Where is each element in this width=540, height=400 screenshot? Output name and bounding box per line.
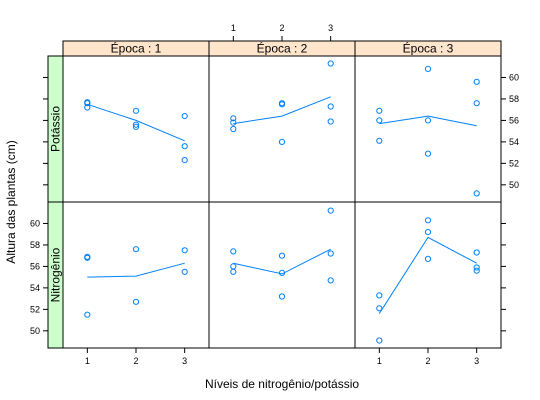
panel-2-1 <box>62 201 210 349</box>
data-point <box>84 104 91 111</box>
y-tick-label-left: 56 <box>30 261 40 271</box>
x-tick-label: 3 <box>182 356 187 366</box>
data-point <box>230 263 237 270</box>
data-point <box>181 268 188 275</box>
data-point <box>424 255 432 262</box>
data-point <box>424 117 432 124</box>
y-axis-title: Altura das plantas (cm) <box>4 140 18 263</box>
x-tick-label: 2 <box>133 356 138 366</box>
y-tick-label-right: 58 <box>509 94 519 104</box>
data-point <box>473 100 480 107</box>
x-tick-label-top: 2 <box>279 23 284 33</box>
data-point <box>181 143 188 150</box>
x-tick-label: 1 <box>377 356 382 366</box>
data-point <box>230 115 237 122</box>
y-tick-label-left: 58 <box>30 240 40 250</box>
panel-1-1 <box>62 55 210 203</box>
data-point <box>424 217 432 224</box>
data-point <box>84 311 91 318</box>
y-tick-label-left: 60 <box>30 218 40 228</box>
data-point <box>132 121 140 128</box>
data-point <box>327 277 334 284</box>
panel-2-3 <box>354 201 502 349</box>
data-point <box>230 248 237 255</box>
data-point <box>132 246 140 253</box>
data-point <box>473 190 480 197</box>
data-point <box>473 78 480 85</box>
mean-line <box>87 103 185 142</box>
strips-layer: Época : 1 Época : 2 Época : 3 Potássio Nitro… <box>47 40 502 349</box>
data-point <box>181 113 188 120</box>
strip-top-label-3: Época : 3 <box>403 41 454 56</box>
x-axis-title: Níveis de nitrogênio/potássio <box>205 377 359 391</box>
panel-border <box>62 55 210 203</box>
data-point <box>132 123 140 131</box>
mean-line <box>87 262 185 278</box>
axes-layer: 1 1 1 2 2 2 3 3 3 50 52 54 56 58 60 50 52 54 56 58 60 <box>30 23 519 366</box>
strip-left-label-1: Potássio <box>49 106 63 152</box>
data-point <box>327 250 334 257</box>
y-tick-label-right: 54 <box>509 137 519 147</box>
data-point <box>132 107 140 114</box>
data-point <box>424 229 432 236</box>
data-point <box>473 267 480 274</box>
panel-2-2 <box>208 201 356 349</box>
y-tick-label-right: 60 <box>509 72 519 82</box>
data-point <box>424 150 432 157</box>
data-point <box>376 305 383 312</box>
y-tick-label-left: 50 <box>30 326 40 336</box>
mean-line <box>233 248 331 275</box>
data-point <box>278 293 286 300</box>
data-point <box>376 107 383 114</box>
y-tick-label-left: 54 <box>30 283 40 293</box>
y-tick-label-left: 52 <box>30 304 40 314</box>
strip-top-label-2: Época : 2 <box>257 41 308 56</box>
data-point <box>278 269 286 276</box>
data-point <box>84 100 91 107</box>
x-tick-label: 3 <box>474 356 479 366</box>
y-tick-label-right: 50 <box>509 180 519 190</box>
data-point <box>278 252 286 259</box>
x-tick-label-top: 1 <box>231 23 236 33</box>
panels-layer <box>62 55 502 349</box>
data-point <box>230 125 237 133</box>
panel-border <box>354 201 502 349</box>
data-point <box>84 254 91 261</box>
data-point <box>327 103 334 110</box>
data-point <box>376 292 383 299</box>
panel-1-3 <box>354 55 502 203</box>
data-point <box>473 264 480 271</box>
data-point <box>473 249 480 256</box>
data-point <box>278 101 286 108</box>
data-point <box>424 65 432 73</box>
data-point <box>327 60 334 67</box>
data-point <box>230 268 237 275</box>
strip-left-label-2: Nitrogênio <box>49 247 63 302</box>
data-point <box>327 207 334 214</box>
x-tick-label: 2 <box>425 356 430 366</box>
data-point <box>181 247 188 254</box>
y-tick-label-right: 56 <box>509 115 519 125</box>
panel-1-2 <box>208 55 356 203</box>
x-tick-label-top: 3 <box>328 23 333 33</box>
mean-line <box>233 96 331 125</box>
mean-line <box>379 115 477 127</box>
data-point <box>230 119 237 126</box>
data-point <box>278 138 286 145</box>
data-point <box>376 337 383 344</box>
x-tick-label: 1 <box>85 356 90 366</box>
data-point <box>132 298 140 305</box>
y-tick-label-right: 52 <box>509 158 519 168</box>
data-point <box>376 137 383 144</box>
data-point <box>327 118 334 125</box>
panel-border <box>354 55 502 203</box>
panel-border <box>62 201 210 349</box>
data-point <box>376 117 383 124</box>
strip-top-label-1: Época : 1 <box>111 41 162 56</box>
data-point <box>181 157 188 164</box>
mean-line <box>378 236 477 314</box>
